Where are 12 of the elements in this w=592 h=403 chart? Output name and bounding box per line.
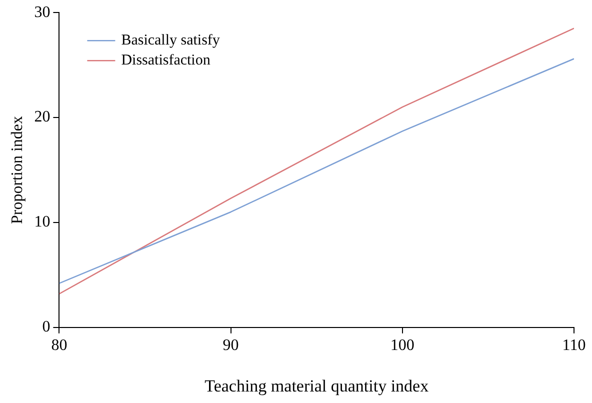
- x-tick-label: 100: [390, 337, 414, 354]
- legend-label: Dissatisfaction: [121, 52, 211, 69]
- legend-label: Basically satisfy: [121, 32, 220, 49]
- y-tick-label: 20: [34, 108, 50, 126]
- y-tick-label: 30: [34, 4, 50, 21]
- y-axis-title: Proportion index: [8, 116, 26, 224]
- x-axis-title: Teaching material quantity index: [204, 376, 430, 396]
- y-tick-label: 0: [42, 318, 50, 336]
- y-tick-label: 10: [34, 214, 50, 231]
- x-tick-label: 80: [51, 337, 68, 354]
- x-tick-label: 110: [562, 337, 586, 354]
- x-tick-label: 90: [222, 337, 239, 354]
